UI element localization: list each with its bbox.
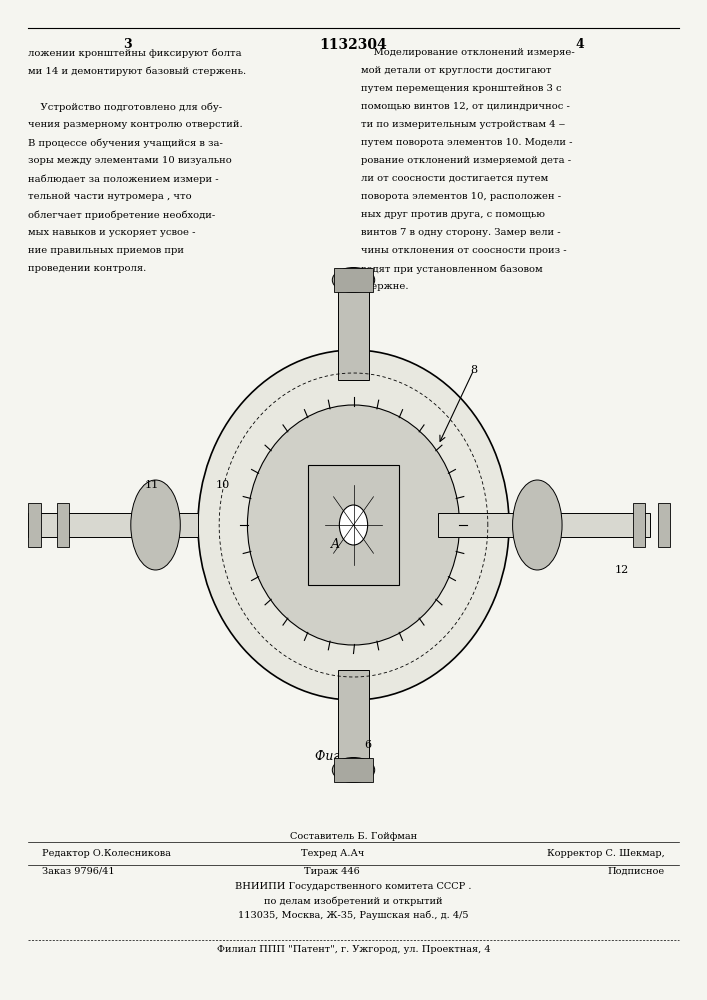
Text: тельной части нутромера , что: тельной части нутромера , что	[28, 192, 192, 201]
Text: проведении контроля.: проведении контроля.	[28, 264, 146, 273]
Text: ложении кронштейны фиксируют болта: ложении кронштейны фиксируют болта	[28, 48, 242, 57]
Text: поворота элементов 10, расположен -: поворота элементов 10, расположен -	[361, 192, 561, 201]
Text: Устройство подготовлено для обу-: Устройство подготовлено для обу-	[28, 102, 223, 112]
Text: 6: 6	[364, 740, 371, 750]
Text: стержне.: стержне.	[361, 282, 409, 291]
Text: 8: 8	[470, 365, 477, 375]
Ellipse shape	[332, 267, 375, 292]
Text: Моделирование отклонений измеряе-: Моделирование отклонений измеряе-	[361, 48, 574, 57]
Text: мой детали от круглости достигают: мой детали от круглости достигают	[361, 66, 551, 75]
Bar	[57, 503, 69, 547]
Text: Корректор С. Шекмар,: Корректор С. Шекмар,	[547, 849, 665, 858]
Text: путем поворота элементов 10. Модели -: путем поворота элементов 10. Модели -	[361, 138, 572, 147]
Text: A: A	[332, 538, 340, 552]
Text: Составитель Б. Гойфман: Составитель Б. Гойфман	[290, 832, 417, 841]
Text: чения размерному контролю отверстий.: чения размерному контролю отверстий.	[28, 120, 243, 129]
Text: по делам изобретений и открытий: по делам изобретений и открытий	[264, 896, 443, 906]
Text: Техред А.Ач: Техред А.Ач	[300, 849, 364, 858]
Bar	[28, 513, 198, 537]
Text: 113035, Москва, Ж-35, Раушская наб., д. 4/5: 113035, Москва, Ж-35, Раушская наб., д. …	[238, 910, 469, 920]
Ellipse shape	[247, 405, 460, 645]
Text: винтов 7 в одну сторону. Замер вели -: винтов 7 в одну сторону. Замер вели -	[361, 228, 560, 237]
Text: ВНИИПИ Государственного комитета СССР .: ВНИИПИ Государственного комитета СССР .	[235, 882, 472, 891]
Ellipse shape	[339, 505, 368, 545]
Text: ние правильных приемов при: ние правильных приемов при	[28, 246, 185, 255]
Text: 3: 3	[123, 38, 132, 51]
Ellipse shape	[198, 350, 509, 700]
Text: ных друг против друга, с помощью: ных друг против друга, с помощью	[361, 210, 544, 219]
Text: 10: 10	[216, 480, 230, 490]
Text: рование отклонений измеряемой дета -: рование отклонений измеряемой дета -	[361, 156, 571, 165]
Text: чины отклонения от соосности произ -: чины отклонения от соосности произ -	[361, 246, 566, 255]
FancyBboxPatch shape	[334, 758, 373, 782]
FancyBboxPatch shape	[334, 268, 373, 292]
Text: зоры между элементами 10 визуально: зоры между элементами 10 визуально	[28, 156, 232, 165]
Text: помощью винтов 12, от цилиндричнос -: помощью винтов 12, от цилиндричнос -	[361, 102, 569, 111]
FancyBboxPatch shape	[308, 465, 399, 585]
Text: 5: 5	[341, 272, 348, 281]
Text: Подписное: Подписное	[607, 867, 665, 876]
Text: 1132304: 1132304	[320, 38, 387, 52]
Text: облегчает приобретение необходи-: облегчает приобретение необходи-	[28, 210, 216, 220]
Bar	[338, 670, 369, 770]
Text: Тираж 446: Тираж 446	[305, 867, 360, 876]
Text: Редактор О.Колесникова: Редактор О.Колесникова	[42, 849, 171, 858]
Bar	[28, 503, 41, 547]
Text: 11: 11	[145, 480, 159, 490]
Text: ми 14 и демонтируют базовый стержень.: ми 14 и демонтируют базовый стержень.	[28, 66, 247, 76]
Text: Фиг. 2: Фиг. 2	[315, 750, 356, 763]
Ellipse shape	[513, 480, 562, 570]
Bar	[438, 513, 650, 537]
Text: В процессе обучения учащийся в за-: В процессе обучения учащийся в за-	[28, 138, 223, 147]
Bar	[658, 503, 670, 547]
Text: ти по измерительным устройствам 4 ‒: ти по измерительным устройствам 4 ‒	[361, 120, 565, 129]
Text: путем перемещения кронштейнов 3 с: путем перемещения кронштейнов 3 с	[361, 84, 561, 93]
Text: Филиал ППП "Патент", г. Ужгород, ул. Проектная, 4: Филиал ППП "Патент", г. Ужгород, ул. Про…	[216, 945, 491, 954]
Bar	[338, 280, 369, 380]
Ellipse shape	[332, 758, 375, 782]
Ellipse shape	[131, 480, 180, 570]
Text: Заказ 9796/41: Заказ 9796/41	[42, 867, 115, 876]
Text: 4: 4	[575, 38, 584, 51]
Text: 12: 12	[615, 565, 629, 575]
Text: водят при установленном базовом: водят при установленном базовом	[361, 264, 542, 273]
Bar	[633, 503, 645, 547]
Text: мых навыков и ускоряет усвое -: мых навыков и ускоряет усвое -	[28, 228, 196, 237]
Text: наблюдает за положением измери -: наблюдает за положением измери -	[28, 174, 219, 184]
Text: ли от соосности достигается путем: ли от соосности достигается путем	[361, 174, 548, 183]
Text: 10: 10	[336, 383, 349, 392]
